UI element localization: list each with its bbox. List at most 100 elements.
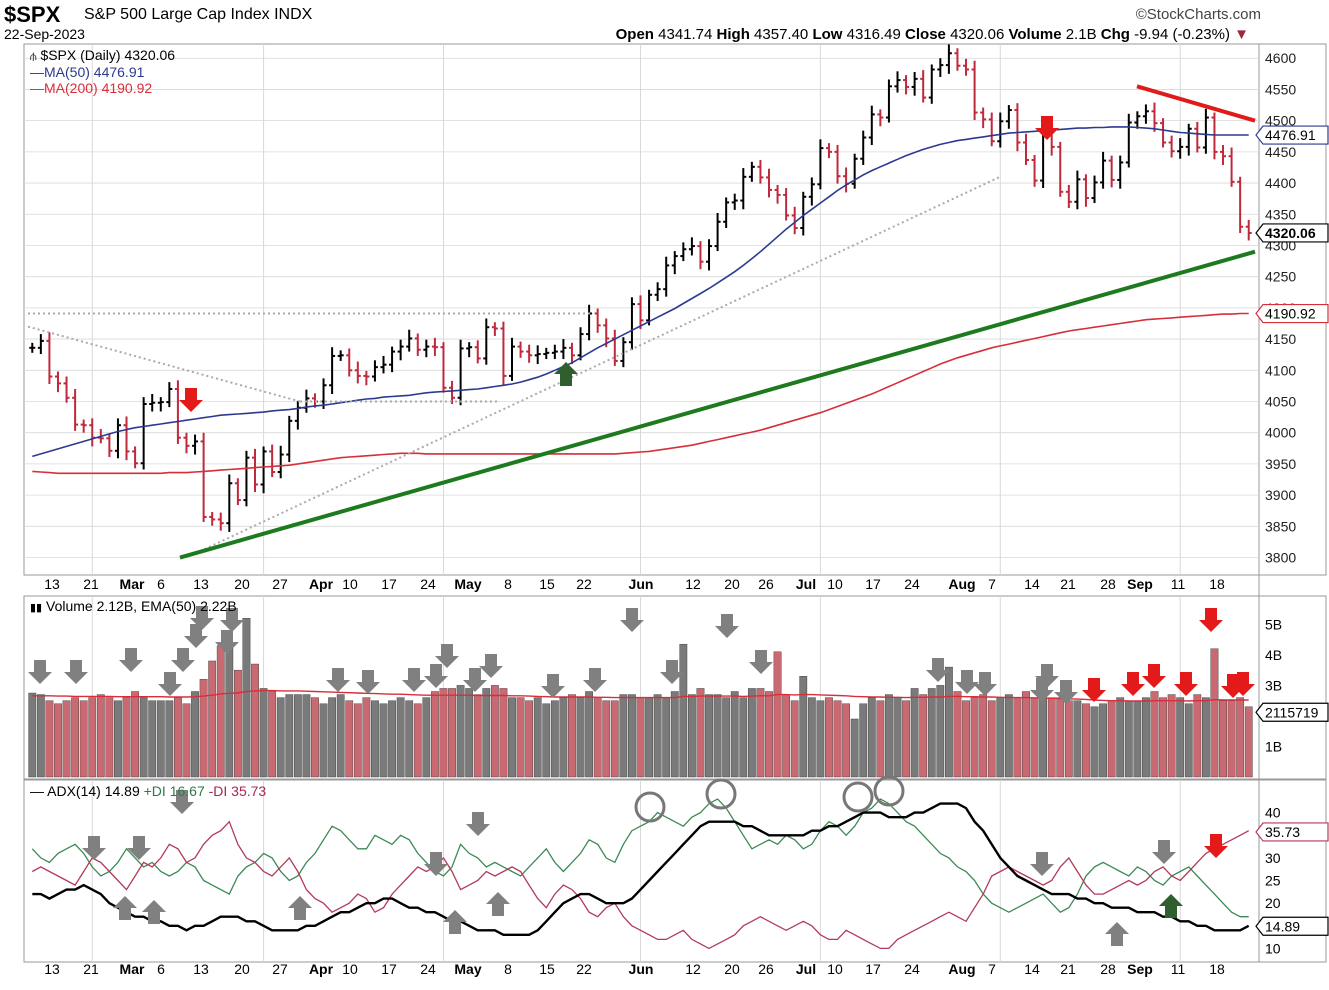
volume-bar — [465, 688, 474, 778]
volume-bar — [353, 703, 362, 778]
plus-di-line — [31, 798, 1249, 918]
volume-gray-arrow — [28, 660, 52, 684]
price-tick-label: 4400 — [1265, 175, 1296, 191]
minus-di-legend: -DI 35.73 — [208, 783, 267, 799]
ohlc-bar — [226, 474, 233, 532]
volume-gray-arrow — [158, 672, 182, 696]
volume-gray-arrow — [749, 650, 773, 674]
volume-bar — [148, 700, 157, 778]
ohlc-bar — [252, 448, 259, 492]
ohlc-bar — [551, 344, 558, 360]
ohlc-bar — [1014, 103, 1021, 152]
x-tick-label: 13 — [193, 961, 209, 977]
x-tick-label: 24 — [904, 576, 920, 592]
ohlc-bar — [414, 333, 421, 356]
ohlc-bar — [1134, 111, 1141, 129]
volume-bar — [688, 694, 696, 778]
volume-bar — [816, 700, 825, 778]
ma200-value-tag-box — [1255, 303, 1329, 324]
price-green-arrow — [554, 362, 578, 386]
dotted-uptrend — [199, 175, 1001, 553]
ohlc-bar — [997, 112, 1004, 148]
ohlc-bar — [517, 341, 524, 358]
adx-tick-label: 10 — [1265, 940, 1281, 956]
volume-bar — [114, 700, 122, 778]
symbol-description: S&P 500 Large Cap Index INDX — [84, 6, 312, 24]
volume-bar — [679, 643, 688, 778]
x-tick-label: 18 — [1209, 576, 1225, 592]
volume-gray-arrow — [402, 668, 426, 692]
volume-bar — [628, 694, 636, 778]
volume-bar — [833, 700, 842, 778]
volume-gray-arrow — [715, 614, 739, 638]
adx-legend-label: — ADX(14) 14.89 — [30, 783, 140, 799]
adx-gray-arrow — [424, 852, 448, 876]
volume-bar — [1167, 694, 1176, 778]
adx-gray-arrow — [466, 812, 490, 836]
volume-bar — [1022, 691, 1030, 778]
volume-bar — [559, 697, 568, 778]
ohlc-bar — [825, 143, 832, 159]
adx-tick-label: 20 — [1265, 895, 1281, 911]
ohlc-bar — [680, 242, 687, 262]
ohlc-bar — [1168, 135, 1175, 158]
ohlc-bar — [1237, 176, 1244, 233]
volume-bar — [979, 694, 988, 778]
volume-value-tag: 2115719 — [1265, 704, 1319, 720]
ohlc-bar — [868, 105, 875, 145]
adx-gray-arrow — [82, 836, 106, 860]
volume-bar — [662, 697, 671, 778]
volume-bar — [962, 700, 970, 778]
volume-gray-arrow — [955, 670, 979, 694]
brand-label[interactable]: ©StockCharts.com — [1135, 6, 1261, 23]
ohlc-bar — [80, 419, 87, 433]
price-panel — [23, 43, 1327, 576]
ohlc-bar — [971, 60, 978, 121]
price-tick-label: 3850 — [1265, 518, 1296, 534]
price-tick-label: 4550 — [1265, 81, 1296, 97]
adx-gray-arrow-up — [142, 900, 166, 924]
x-tick-label: Mar — [120, 576, 145, 592]
volume-bar — [413, 703, 422, 778]
x-tick-label: 7 — [988, 961, 996, 977]
ohlc-bar — [269, 444, 276, 478]
ohlc-bar — [1005, 105, 1012, 129]
ohlc-bar — [149, 394, 156, 412]
adx-red-arrow — [1204, 834, 1228, 858]
ohlc-bar — [637, 295, 644, 330]
open-value: 4341.74 — [658, 26, 713, 43]
volume-bar — [28, 692, 37, 778]
volume-bar — [336, 694, 345, 778]
ohlc-bar — [688, 237, 695, 256]
volume-bar — [1124, 700, 1133, 778]
x-tick-label: 22 — [576, 961, 592, 977]
volume-gray-arrow — [973, 672, 997, 696]
volume-bar — [54, 703, 62, 778]
ohlc-bar — [774, 184, 781, 204]
volume-bar — [165, 700, 174, 778]
ohlc-bar — [603, 318, 610, 348]
volume-bar — [1244, 706, 1253, 778]
x-tick-label: 24 — [904, 961, 920, 977]
ohlc-bar — [192, 434, 199, 455]
ohlc-bar — [431, 337, 438, 356]
ohlc-bar — [1202, 108, 1209, 154]
volume-bar — [371, 700, 379, 778]
close-value-tag-box — [1255, 223, 1329, 243]
volume-bar — [490, 685, 499, 778]
x-tick-label: 17 — [381, 576, 397, 592]
volume-bar — [773, 651, 782, 778]
ohlc-bar — [860, 130, 867, 165]
x-tick-label: 27 — [272, 961, 288, 977]
ohlc-bar — [646, 289, 653, 326]
adx-line — [32, 802, 1250, 936]
volume-red-arrow — [1142, 664, 1166, 688]
ohlc-bar — [72, 389, 79, 431]
ohlc-bar — [54, 371, 61, 393]
adx-gray-arrow-up — [288, 896, 312, 920]
x-tick-label: Apr — [309, 961, 334, 977]
x-tick-label: 13 — [193, 576, 209, 592]
volume-bar — [328, 697, 336, 778]
volume-bar — [1176, 697, 1185, 778]
volume-bar — [1150, 691, 1159, 778]
